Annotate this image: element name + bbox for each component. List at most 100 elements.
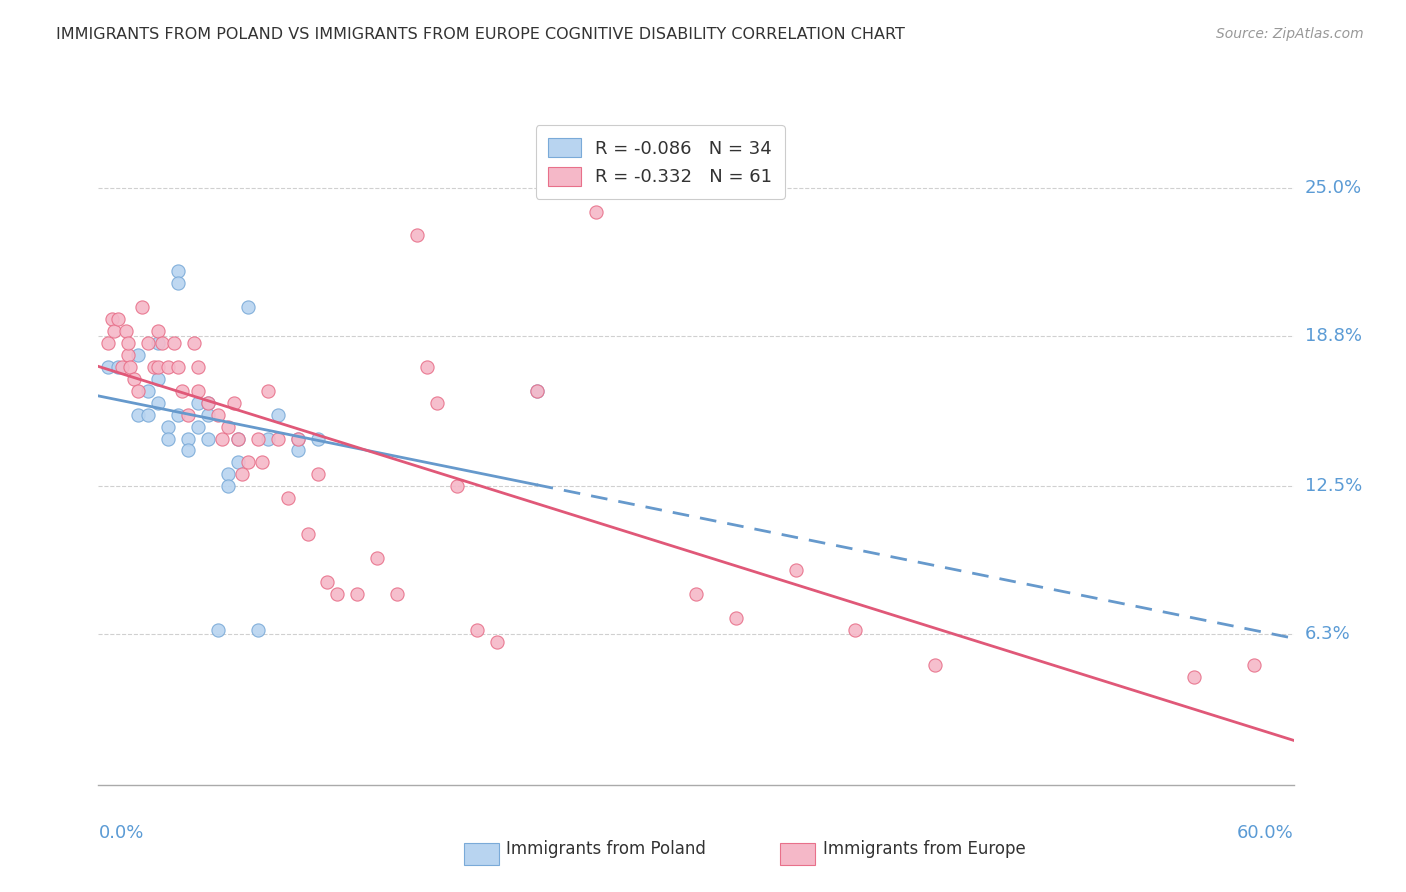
Point xyxy=(207,408,229,422)
Point xyxy=(197,432,219,446)
Point xyxy=(297,527,319,541)
Point xyxy=(136,384,159,398)
Point xyxy=(307,467,329,482)
Point xyxy=(526,384,548,398)
Point xyxy=(172,384,194,398)
Point xyxy=(183,335,205,350)
Text: 25.0%: 25.0% xyxy=(1305,178,1362,196)
Point xyxy=(526,384,548,398)
Point xyxy=(197,408,219,422)
Point xyxy=(222,395,245,409)
Point xyxy=(148,324,170,338)
Point xyxy=(167,408,190,422)
Point xyxy=(226,455,249,469)
Text: 6.3%: 6.3% xyxy=(1305,625,1350,643)
Point xyxy=(465,623,488,637)
Point xyxy=(211,432,233,446)
Point xyxy=(143,359,166,374)
Point xyxy=(250,455,273,469)
Point xyxy=(157,419,180,434)
Point xyxy=(785,563,807,577)
Point xyxy=(127,408,149,422)
Point xyxy=(236,300,259,314)
Point xyxy=(217,419,239,434)
Point xyxy=(287,432,309,446)
Point xyxy=(150,335,173,350)
Point xyxy=(187,384,209,398)
Text: Source: ZipAtlas.com: Source: ZipAtlas.com xyxy=(1216,27,1364,41)
Point xyxy=(197,395,219,409)
Text: IMMIGRANTS FROM POLAND VS IMMIGRANTS FROM EUROPE COGNITIVE DISABILITY CORRELATIO: IMMIGRANTS FROM POLAND VS IMMIGRANTS FRO… xyxy=(56,27,905,42)
Point xyxy=(167,264,190,278)
Point xyxy=(117,335,139,350)
Point xyxy=(246,432,269,446)
Point xyxy=(163,335,186,350)
Point xyxy=(177,443,200,458)
Point xyxy=(226,432,249,446)
Text: 12.5%: 12.5% xyxy=(1305,477,1362,495)
Point xyxy=(103,324,125,338)
Point xyxy=(366,551,388,566)
Point xyxy=(1182,670,1205,684)
Point xyxy=(406,228,429,243)
Text: Immigrants from Europe: Immigrants from Europe xyxy=(823,840,1025,858)
Point xyxy=(426,395,449,409)
Point xyxy=(256,432,278,446)
Point xyxy=(120,359,142,374)
Point xyxy=(148,335,170,350)
Point xyxy=(148,395,170,409)
Point xyxy=(485,634,508,648)
Point xyxy=(226,432,249,446)
Text: 0.0%: 0.0% xyxy=(98,824,143,842)
Point xyxy=(187,395,209,409)
Point xyxy=(316,574,339,589)
Point xyxy=(1243,658,1265,673)
Point xyxy=(924,658,946,673)
Point xyxy=(107,359,129,374)
Point xyxy=(346,587,368,601)
Point xyxy=(685,587,707,601)
Text: Immigrants from Poland: Immigrants from Poland xyxy=(506,840,706,858)
Point xyxy=(844,623,866,637)
Point xyxy=(148,359,170,374)
Point xyxy=(177,408,200,422)
Point xyxy=(148,372,170,386)
Point xyxy=(101,312,124,326)
Point xyxy=(115,324,138,338)
Point xyxy=(446,479,468,493)
Point xyxy=(236,455,259,469)
Point xyxy=(197,395,219,409)
Point xyxy=(267,408,290,422)
Text: 18.8%: 18.8% xyxy=(1305,326,1361,345)
Text: 60.0%: 60.0% xyxy=(1237,824,1294,842)
Point xyxy=(97,335,120,350)
Point xyxy=(307,432,329,446)
Point xyxy=(127,384,149,398)
Point xyxy=(724,611,747,625)
Point xyxy=(111,359,134,374)
Point xyxy=(127,348,149,362)
Point xyxy=(124,372,146,386)
Point xyxy=(326,587,349,601)
Point xyxy=(256,384,278,398)
Point xyxy=(167,277,190,291)
Point xyxy=(136,335,159,350)
Point xyxy=(217,479,239,493)
Point xyxy=(217,467,239,482)
Legend: R = -0.086   N = 34, R = -0.332   N = 61: R = -0.086 N = 34, R = -0.332 N = 61 xyxy=(536,125,785,199)
Point xyxy=(246,623,269,637)
Point xyxy=(117,348,139,362)
Point xyxy=(287,443,309,458)
Point xyxy=(131,300,153,314)
Point xyxy=(231,467,253,482)
Point xyxy=(416,359,439,374)
Point xyxy=(187,419,209,434)
Point xyxy=(187,359,209,374)
Point xyxy=(267,432,290,446)
Point xyxy=(97,359,120,374)
Point xyxy=(287,432,309,446)
Point xyxy=(157,432,180,446)
Point xyxy=(177,432,200,446)
Point xyxy=(107,312,129,326)
Point xyxy=(585,204,607,219)
